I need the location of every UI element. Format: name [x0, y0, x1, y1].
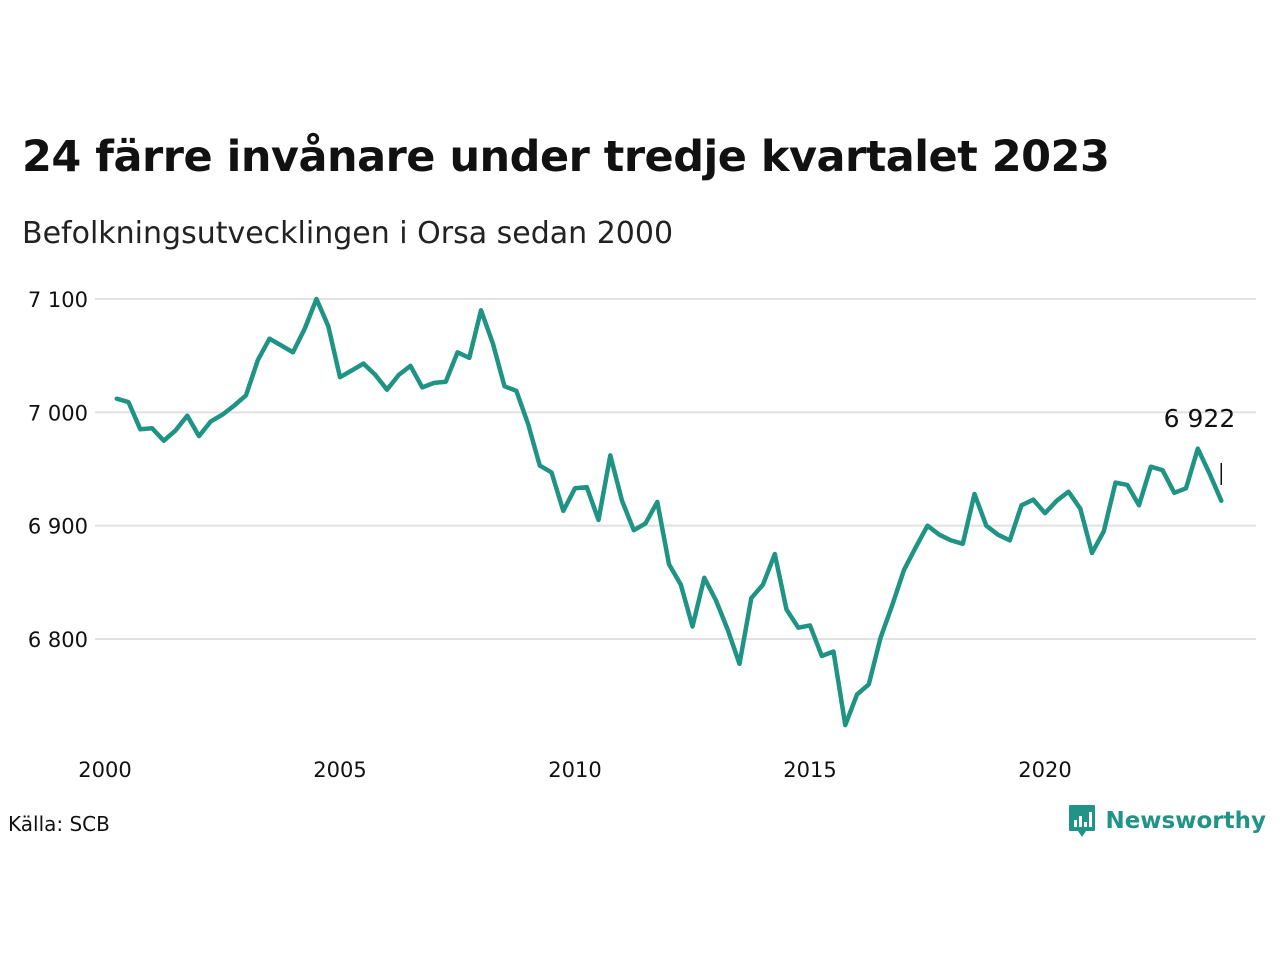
x-axis-tick-labels: 2000 2005 2010 2015 2020 [78, 758, 1071, 782]
y-tick-label: 6 900 [28, 515, 88, 539]
chart-title: 24 färre invånare under tredje kvartalet… [22, 132, 1110, 182]
y-axis-tick-labels: 6 800 6 900 7 000 7 100 [28, 288, 88, 652]
series-layer [114, 296, 1224, 728]
brand-logo: Newsworthy [1067, 803, 1266, 839]
source-text: Källa: SCB [8, 812, 110, 836]
y-tick-label: 7 000 [28, 401, 88, 425]
series-line-population [114, 296, 1224, 728]
chart-subtitle: Befolkningsutvecklingen i Orsa sedan 200… [22, 216, 674, 251]
y-tick-label: 7 100 [28, 288, 88, 312]
x-tick-label: 2000 [78, 758, 131, 782]
x-tick-label: 2020 [1018, 758, 1071, 782]
newsworthy-logo-icon [1069, 805, 1096, 837]
gridlines [95, 298, 1256, 640]
annotations: 6 922 [1164, 404, 1236, 485]
x-tick-label: 2015 [783, 758, 836, 782]
x-tick-label: 2010 [548, 758, 601, 782]
y-tick-label: 6 800 [28, 628, 88, 652]
end-value-label: 6 922 [1164, 404, 1236, 433]
x-tick-label: 2005 [313, 758, 366, 782]
brand-name: Newsworthy [1105, 808, 1266, 834]
